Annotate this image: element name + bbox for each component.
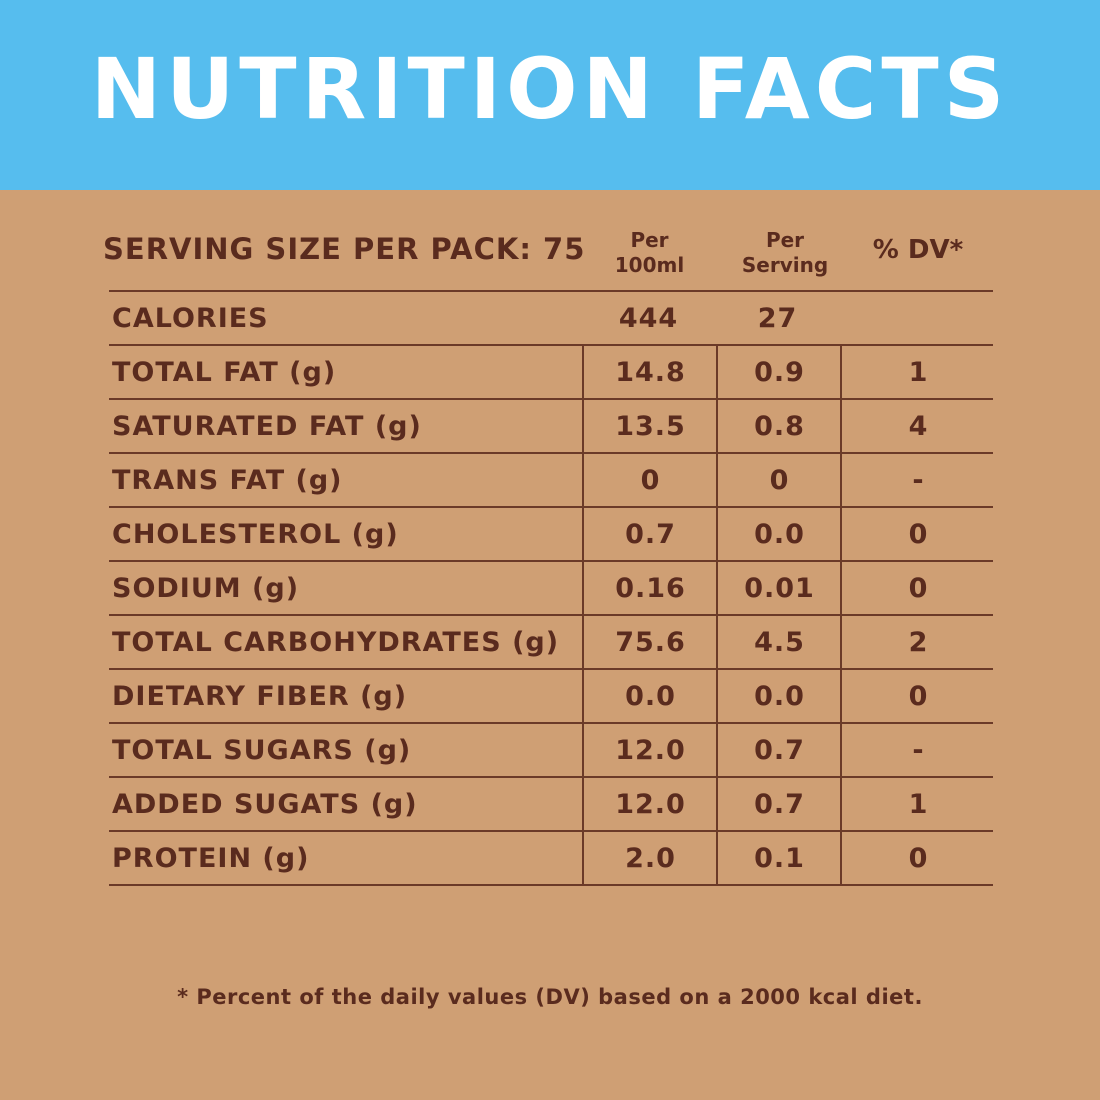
nutrient-label: DIETARY FIBER (g) [112,681,408,712]
column-header-dv: % DV* [872,235,964,265]
value-dv: 0 [840,508,995,560]
column-header-per-100ml: Per 100ml [592,228,707,278]
nutrient-label: SATURATED FAT (g) [112,411,422,442]
column-header-per-serving: Per Serving [720,228,850,278]
value-per-serving: 0.0 [716,508,841,560]
value-dv: 1 [840,778,995,830]
table-header: SERVING SIZE PER PACK: 75 Per 100ml Per … [0,220,1100,290]
value-dv: - [840,454,995,506]
value-dv: 2 [840,616,995,668]
nutrition-table: CALORIES 444 27 TOTAL FAT (g) 14.8 0.9 1 SATURA… [109,290,993,886]
value-per-100ml: 12.0 [582,778,717,830]
nutrient-label: TOTAL CARBOHYDRATES (g) [112,627,560,658]
value-per-100ml: 444 [618,303,679,334]
value-per-serving: 0 [716,454,841,506]
value-per-serving: 0.9 [716,346,841,398]
nutrient-label: TOTAL SUGARS (g) [112,735,412,766]
nutrient-label: TOTAL FAT (g) [112,357,337,388]
table-row: DIETARY FIBER (g) 0.0 0.0 0 [109,670,993,724]
value-per-serving: 0.7 [716,724,841,776]
column-header-per-serving-line2: Serving [741,253,829,277]
table-row: PROTEIN (g) 2.0 0.1 0 [109,832,993,886]
value-per-100ml: 0.7 [582,508,717,560]
nutrient-label: TRANS FAT (g) [112,465,343,496]
value-per-serving: 0.8 [716,400,841,452]
table-row: SATURATED FAT (g) 13.5 0.8 4 [109,400,993,454]
page-title: NUTRITION FACTS [90,40,1010,138]
table-row: TRANS FAT (g) 0 0- [109,454,993,508]
nutrient-label: PROTEIN (g) [112,843,310,874]
value-dv: 0 [840,562,995,614]
table-row: TOTAL CARBOHYDRATES (g) 75.6 4.5 2 [109,616,993,670]
value-per-100ml: 0 [582,454,717,506]
value-per-100ml: 12.0 [582,724,717,776]
value-per-serving: 0.01 [716,562,841,614]
value-dv [840,292,993,344]
value-dv: 0 [840,832,995,884]
table-row: ADDED SUGATS (g) 12.0 0.7 1 [109,778,993,832]
value-per-100ml: 75.6 [582,616,717,668]
table-row: SODIUM (g) 0.16 0.01 0 [109,562,993,616]
value-per-100ml: 2.0 [582,832,717,884]
nutrient-label: SODIUM (g) [112,573,300,604]
value-dv: - [840,724,995,776]
column-header-per-100ml-line2: 100ml [614,253,685,277]
table-row: CHOLESTEROL (g) 0.7 0.0 0 [109,508,993,562]
value-per-serving: 4.5 [716,616,841,668]
table-row: TOTAL FAT (g) 14.8 0.9 1 [109,346,993,400]
column-header-per-serving-line1: Per [765,228,805,252]
value-per-serving: 27 [757,303,798,334]
value-per-serving: 0.7 [716,778,841,830]
nutrient-label: CALORIES [112,303,269,334]
value-per-serving: 0.0 [716,670,841,722]
value-per-100ml: 13.5 [582,400,717,452]
nutrient-label: ADDED SUGATS (g) [112,789,418,820]
column-header-per-100ml-line1: Per [630,228,669,252]
value-per-100ml: 14.8 [582,346,717,398]
value-per-100ml: 0.0 [582,670,717,722]
table-row: CALORIES 444 27 [109,292,993,346]
title-banner: NUTRITION FACTS [0,0,1100,190]
table-row: TOTAL SUGARS (g) 12.0 0.7- [109,724,993,778]
value-dv: 1 [840,346,995,398]
value-per-serving: 0.1 [716,832,841,884]
value-dv: 0 [840,670,995,722]
value-dv: 4 [840,400,995,452]
value-per-100ml: 0.16 [582,562,717,614]
nutrient-label: CHOLESTEROL (g) [112,519,399,550]
serving-size-label: SERVING SIZE PER PACK: 75 [103,232,586,266]
footnote: * Percent of the daily values (DV) based… [177,985,923,1009]
